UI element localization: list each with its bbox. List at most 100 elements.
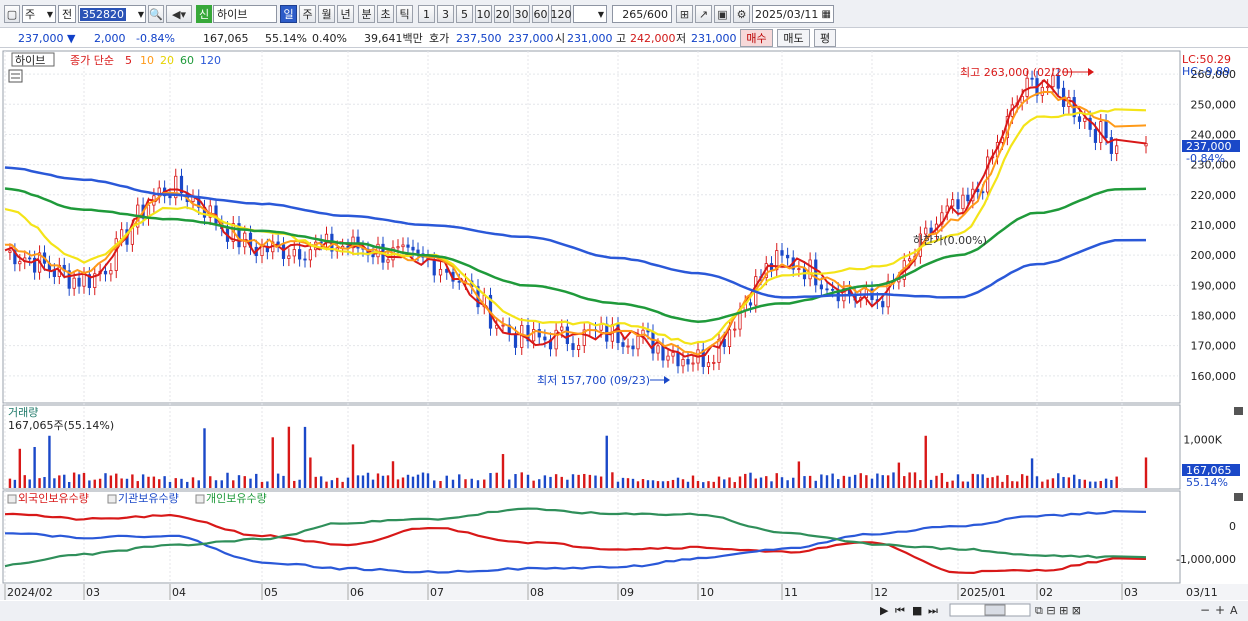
candle-body [18, 261, 22, 265]
zoom-tools-icon[interactable]: ⧉ ⊟ ⊞ ⊠ [1035, 604, 1081, 617]
volume-bar [897, 462, 901, 488]
interval-30-button[interactable]: 30 [513, 5, 530, 23]
price-tick-label: 240,000 [1191, 128, 1237, 141]
volume-bar [881, 475, 884, 488]
date-tick-label: 02 [1039, 586, 1053, 599]
volume-bar [886, 475, 890, 488]
candle-body [661, 345, 665, 361]
volume-bar [621, 477, 625, 488]
market-select[interactable]: 주 ▼ [22, 5, 56, 23]
interval-3-button[interactable]: 3 [437, 5, 454, 23]
candle-body [626, 345, 630, 348]
volume-bar [919, 480, 922, 488]
volume-panel[interactable] [2, 404, 1181, 490]
window-icon[interactable]: ▢ [4, 5, 20, 23]
interval-5-button[interactable]: 5 [456, 5, 473, 23]
rewind-icon[interactable]: ⏮ [895, 604, 905, 617]
volume-panel-close-icon[interactable] [1234, 407, 1243, 415]
volume-bar [1001, 481, 1004, 488]
holder-line [4, 512, 1147, 575]
period-day-button[interactable]: 일 [280, 5, 297, 23]
price-tag-box [1182, 140, 1240, 152]
candle-body [701, 349, 705, 367]
candle-body [1115, 145, 1119, 154]
interval-120-button[interactable]: 120 [551, 5, 572, 23]
volume-bar [814, 480, 817, 488]
chart-area[interactable]: 1,000K 0 -1,000,000 160,000 170,000 180,000… [0, 48, 1248, 621]
ma60-legend: 60 [180, 54, 194, 67]
volume-bar [386, 475, 390, 488]
volume-bar [514, 474, 517, 488]
volume-tag-pct: 55.14% [1186, 476, 1228, 489]
date-tick-label: 2025/01 [960, 586, 1006, 599]
buy-button[interactable]: 매수 [740, 29, 773, 47]
price-panel[interactable] [2, 50, 1181, 404]
period-tick-button[interactable]: 틱 [396, 5, 413, 23]
search-icon[interactable]: 🔍 [148, 5, 164, 23]
volume-bar [1094, 481, 1097, 488]
interval-60-button[interactable]: 60 [532, 5, 549, 23]
stock-name-field[interactable]: 하이브 [213, 5, 277, 23]
volume-bar [445, 475, 448, 488]
draw-tool-icon[interactable]: ↗ [695, 5, 712, 23]
candle-body [438, 268, 443, 276]
price-tag-pct: -0.84% [1186, 152, 1225, 165]
data-count-field[interactable]: 265/600 [612, 5, 672, 23]
volume-bar [180, 478, 183, 488]
candle-body [179, 175, 184, 194]
date-field[interactable]: 2025/03/11 ▦ [752, 5, 834, 23]
interval-10-button[interactable]: 10 [475, 5, 492, 23]
candle-body [775, 250, 779, 271]
period-month-button[interactable]: 월 [318, 5, 335, 23]
volume-bar [976, 474, 979, 488]
candle-body [577, 345, 581, 350]
eval-button[interactable]: 평 [814, 29, 836, 47]
candle-body [401, 244, 405, 248]
scroll-bar[interactable] [0, 601, 1248, 621]
volume-bar [366, 472, 370, 488]
period-year-button[interactable]: 년 [337, 5, 354, 23]
candle-body [666, 355, 670, 361]
play-icon[interactable]: ▶ [880, 604, 889, 617]
candle-type-icon[interactable]: ⊞ [676, 5, 693, 23]
volume-bar [426, 473, 430, 488]
zoom-in-icon[interactable]: + [1215, 603, 1225, 617]
speaker-icon[interactable]: ◀▾ [166, 5, 192, 23]
candle-body [616, 324, 620, 344]
gear-icon[interactable]: ⚙ [733, 5, 750, 23]
interval-1-button[interactable]: 1 [418, 5, 435, 23]
stop-icon[interactable]: ■ [912, 604, 922, 617]
price-tick-label: 190,000 [1191, 279, 1237, 292]
volume-bar [825, 475, 829, 488]
volume-bar [406, 474, 410, 488]
scroll-thumb[interactable] [984, 604, 1006, 616]
font-size-icon[interactable]: A [1230, 604, 1238, 617]
period-minute-button[interactable]: 분 [358, 5, 375, 23]
volume-bar [929, 479, 933, 488]
zoom-out-icon[interactable]: − [1200, 603, 1210, 617]
holders-panel-close-icon[interactable] [1234, 493, 1243, 501]
volume-bar [232, 480, 235, 488]
volume-bar [330, 480, 334, 488]
code-prefix[interactable]: 전 [58, 5, 76, 23]
stock-code-input[interactable]: 352820 ▼ [78, 5, 146, 23]
interval-20-button[interactable]: 20 [494, 5, 511, 23]
volume-bar [309, 457, 312, 488]
sell-button[interactable]: 매도 [777, 29, 810, 47]
volume-bar [197, 480, 200, 488]
candle-body [396, 246, 400, 249]
volume-bar [792, 477, 795, 488]
legend-square-icon [107, 494, 117, 504]
volume-bar [396, 479, 400, 488]
interval-custom-select[interactable]: ▼ [573, 5, 607, 23]
volume-bar [560, 476, 563, 488]
volume-bar [961, 481, 965, 488]
calculator-icon[interactable] [8, 69, 23, 83]
volume-bar [391, 461, 395, 488]
save-icon[interactable]: ▣ [714, 5, 731, 23]
forward-icon[interactable]: ⏭ [928, 604, 938, 617]
volume-bar [88, 480, 91, 488]
period-second-button[interactable]: 초 [377, 5, 394, 23]
volume-bar [243, 476, 246, 488]
period-week-button[interactable]: 주 [299, 5, 316, 23]
